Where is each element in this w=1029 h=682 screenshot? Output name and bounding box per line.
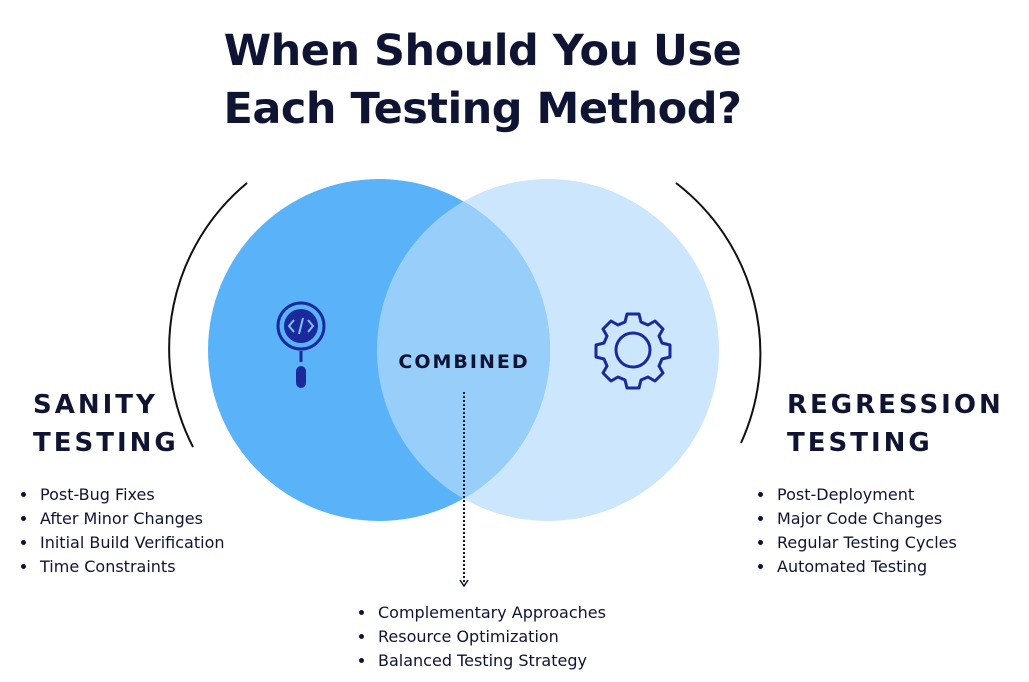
right-arc <box>675 182 762 444</box>
list-item: Major Code Changes <box>775 507 957 531</box>
list-item: After Minor Changes <box>38 507 225 531</box>
heading-line: TESTING <box>33 428 179 458</box>
heading-line: TESTING <box>787 428 933 458</box>
regression-heading: REGRESSION TESTING <box>787 386 1004 462</box>
heading-line: REGRESSION <box>787 390 1004 420</box>
left-arc <box>168 182 248 448</box>
list-item: Post-Deployment <box>775 483 957 507</box>
title-line: When Should You Use <box>223 26 742 76</box>
arrow-head-icon <box>459 579 469 588</box>
title-line: Each Testing Method? <box>223 84 742 134</box>
list-item: Post-Bug Fixes <box>38 483 225 507</box>
sanity-heading: SANITY TESTING <box>33 386 179 462</box>
regression-list: Post-Deployment Major Code Changes Regul… <box>755 483 957 579</box>
sanity-list: Post-Bug Fixes After Minor Changes Initi… <box>18 483 225 579</box>
list-item: Regular Testing Cycles <box>775 531 957 555</box>
list-item: Initial Build Verification <box>38 531 225 555</box>
title: When Should You Use Each Testing Method? <box>0 22 965 138</box>
list-item: Resource Optimization <box>376 625 606 649</box>
code-magnifier-icon <box>276 301 326 388</box>
combined-label: COMBINED <box>398 351 529 373</box>
list-item: Balanced Testing Strategy <box>376 649 606 673</box>
overlap-region <box>377 179 550 521</box>
combined-list: Complementary Approaches Resource Optimi… <box>356 601 606 673</box>
list-item: Time Constraints <box>38 555 225 579</box>
list-item: Automated Testing <box>775 555 957 579</box>
heading-line: SANITY <box>33 390 158 420</box>
list-item: Complementary Approaches <box>376 601 606 625</box>
gear-icon <box>594 312 672 390</box>
